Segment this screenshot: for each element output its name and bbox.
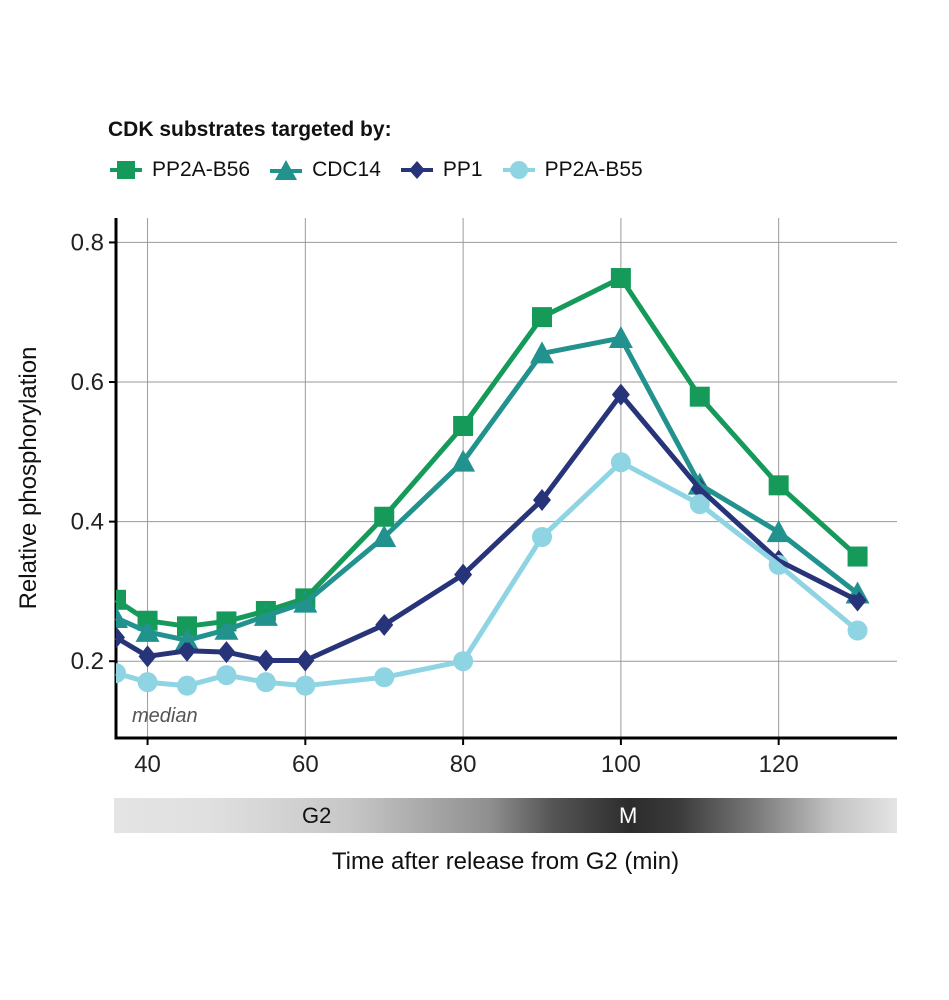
data-point-pp1 [116, 626, 125, 649]
series-line-pp2a-b55 [115, 459, 860, 689]
y-tick-label: 0.8 [71, 229, 104, 256]
phase-label-g2: G2 [302, 803, 332, 828]
x-tick-label: 120 [759, 751, 799, 778]
legend-label: PP2A-B56 [152, 158, 251, 181]
legend-key-triangle [270, 160, 303, 180]
x-tick-label: 80 [450, 751, 477, 778]
legend-item-cdc14: CDC14 [268, 158, 381, 182]
legend-item-pp1: PP1 [399, 158, 483, 182]
x-tick-label: 40 [134, 751, 161, 778]
legend-key-diamond [400, 161, 433, 179]
legend-label: PP1 [442, 158, 483, 181]
legend-title: CDK substrates targeted by: [108, 118, 392, 141]
legend-item-pp2a-b55: PP2A-B55 [501, 158, 643, 182]
data-point-pp2a-b56 [116, 589, 126, 610]
phase-label-m: M [619, 803, 638, 828]
x-tick-label: 100 [601, 751, 641, 778]
x-tick-label: 60 [292, 751, 319, 778]
legend-items: PP2A-B56 CDC14 PP1 PP2A-B55 [108, 158, 661, 182]
median-annotation: median [132, 705, 198, 727]
y-tick-label: 0.6 [71, 369, 104, 396]
x-axis-title: Time after release from G2 (min) [331, 848, 680, 875]
y-axis-title: Relative phosphorylation [15, 347, 42, 610]
legend-item-pp2a-b56: PP2A-B56 [108, 158, 250, 182]
legend: CDK substrates targeted by: PP2A-B56 CDC… [108, 118, 661, 182]
y-tick-label: 0.2 [71, 648, 104, 675]
legend-key-circle [502, 161, 535, 179]
series-line-cdc14 [114, 335, 860, 643]
cell-cycle-phase-bar: G2 M [114, 798, 897, 833]
series-line-pp1 [114, 392, 859, 663]
legend-label: CDC14 [312, 158, 381, 181]
legend-key-square [110, 161, 142, 179]
y-tick-label: 0.4 [71, 509, 104, 536]
series-line-pp2a-b56 [114, 275, 860, 629]
legend-label: PP2A-B55 [544, 158, 643, 181]
